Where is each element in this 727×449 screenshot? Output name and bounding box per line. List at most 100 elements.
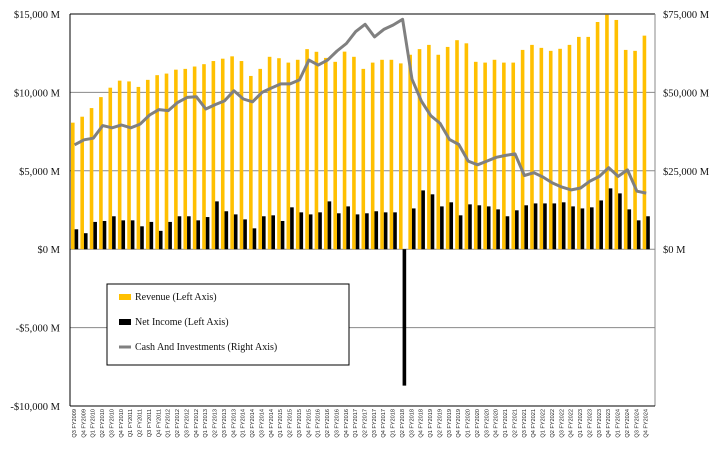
revenue-bar xyxy=(117,80,122,250)
net-income-bar xyxy=(187,216,191,250)
net-income-bar xyxy=(224,211,229,250)
revenue-bar xyxy=(286,62,291,250)
left-axis-tick-label: $5,000 M xyxy=(19,167,61,178)
x-tick-label: Q1 FY2014 xyxy=(241,409,247,438)
net-income-bar xyxy=(552,203,557,250)
x-tick-label: Q4 FY2023 xyxy=(606,409,612,438)
net-income-bar xyxy=(102,220,107,250)
revenue-bar xyxy=(80,116,84,250)
revenue-bar xyxy=(623,49,628,250)
revenue-bar xyxy=(530,44,534,250)
net-income-bar xyxy=(590,207,594,250)
x-tick-label: Q3 FY2019 xyxy=(447,409,453,438)
x-tick-label: Q2 FY2021 xyxy=(512,409,518,438)
legend: Revenue (Left Axis) Net Income (Left Axi… xyxy=(106,283,350,366)
bars xyxy=(71,14,650,386)
x-tick-label: Q2 FY2014 xyxy=(250,409,256,438)
left-axis-tick-label: $0 M xyxy=(38,245,61,256)
revenue-bar xyxy=(361,68,366,250)
x-tick-label: Q2 FY2017 xyxy=(363,409,369,438)
revenue-bar xyxy=(483,62,487,250)
net-income-bar xyxy=(196,220,201,250)
legend-label-net-income: Net Income (Left Axis) xyxy=(135,317,229,328)
net-income-bar xyxy=(636,220,641,250)
x-tick-label: Q3 FY2017 xyxy=(372,409,378,438)
net-income-bar xyxy=(130,220,135,250)
net-income-bar xyxy=(496,209,500,250)
net-income-bar xyxy=(168,221,172,250)
x-tick-label: Q2 FY2023 xyxy=(587,409,593,438)
x-tick-label: Q1 FY2013 xyxy=(203,409,209,438)
x-tick-label: Q4 FY2015 xyxy=(306,409,312,438)
revenue-bar xyxy=(417,49,422,250)
revenue-bar xyxy=(605,14,609,250)
revenue-bar xyxy=(89,108,94,250)
net-income-bar xyxy=(561,202,566,250)
revenue-bar xyxy=(642,35,647,250)
net-income-bar xyxy=(299,212,304,250)
net-income-bar xyxy=(355,214,360,250)
x-tick-label: Q3 FY2014 xyxy=(259,409,265,438)
x-tick-label: Q4 FY2020 xyxy=(494,409,500,438)
revenue-bar xyxy=(548,50,553,250)
legend-label-revenue: Revenue (Left Axis) xyxy=(135,292,217,303)
revenue-bar xyxy=(492,59,497,250)
net-income-bar xyxy=(524,205,529,250)
x-tick-label: Q4 FY2016 xyxy=(344,409,350,438)
x-tick-label: Q2 FY2018 xyxy=(400,409,406,438)
revenue-bar xyxy=(230,56,234,250)
cash-line-layer xyxy=(73,17,647,195)
x-tick-label: Q3 FY2021 xyxy=(522,409,528,438)
x-tick-label: Q3 FY2022 xyxy=(559,409,565,438)
net-income-bar xyxy=(83,233,88,250)
x-tick-label: Q3 FY2024 xyxy=(634,409,640,438)
net-income-bar xyxy=(290,207,294,250)
net-income-bar xyxy=(252,228,257,250)
net-income-bar xyxy=(411,208,416,250)
revenue-bar xyxy=(295,59,300,250)
x-tick-label: Q1 FY2023 xyxy=(578,409,584,438)
revenue-bar xyxy=(127,81,131,250)
x-tick-label: Q3 FY2013 xyxy=(222,409,228,438)
legend-swatch-revenue xyxy=(119,294,131,300)
legend-box xyxy=(106,283,350,366)
net-income-bar xyxy=(112,216,116,250)
x-tick-label: Q2 FY2024 xyxy=(625,409,631,438)
revenue-bar xyxy=(249,75,253,250)
net-income-bar xyxy=(618,193,622,250)
revenue-bar xyxy=(511,62,516,250)
revenue-bar xyxy=(520,49,525,250)
x-tick-label: Q4 FY2024 xyxy=(644,409,650,438)
net-income-bar xyxy=(318,212,322,250)
net-income-bar xyxy=(580,208,585,250)
revenue-bar xyxy=(342,51,347,250)
net-income-bar xyxy=(486,206,491,250)
revenue-bar xyxy=(136,86,141,250)
revenue-bar xyxy=(99,97,103,250)
x-tick-label: Q3 FY2023 xyxy=(597,409,603,438)
x-tick-label: Q1 FY2010 xyxy=(91,409,97,438)
net-income-bar xyxy=(627,209,632,250)
revenue-bar xyxy=(305,49,309,250)
net-income-bar xyxy=(599,200,603,250)
net-income-bar xyxy=(215,201,219,250)
revenue-bar xyxy=(239,61,244,250)
revenue-bar xyxy=(380,59,384,250)
x-tick-label: Q1 FY2019 xyxy=(428,409,434,438)
x-tick-label: Q3 FY2020 xyxy=(484,409,490,438)
x-tick-label: Q1 FY2018 xyxy=(391,409,397,438)
right-axis-tick-label: $75,000 M xyxy=(663,10,710,21)
x-tick-label: Q1 FY2012 xyxy=(166,409,172,438)
x-tick-label: Q3 FY2011 xyxy=(147,409,153,437)
x-tick-label: Q4 FY2022 xyxy=(569,409,575,438)
net-income-bar xyxy=(177,216,182,250)
x-tick-label: Q4 FY2019 xyxy=(456,409,462,438)
revenue-bar xyxy=(445,46,450,250)
net-income-bar xyxy=(365,213,369,250)
x-tick-label: Q4 FY2017 xyxy=(381,409,387,438)
revenue-bar xyxy=(267,56,272,250)
revenue-bar xyxy=(473,61,478,250)
revenue-bar xyxy=(314,51,319,250)
net-income-bar xyxy=(74,229,79,250)
x-tick-label: Q2 FY2015 xyxy=(288,409,294,438)
